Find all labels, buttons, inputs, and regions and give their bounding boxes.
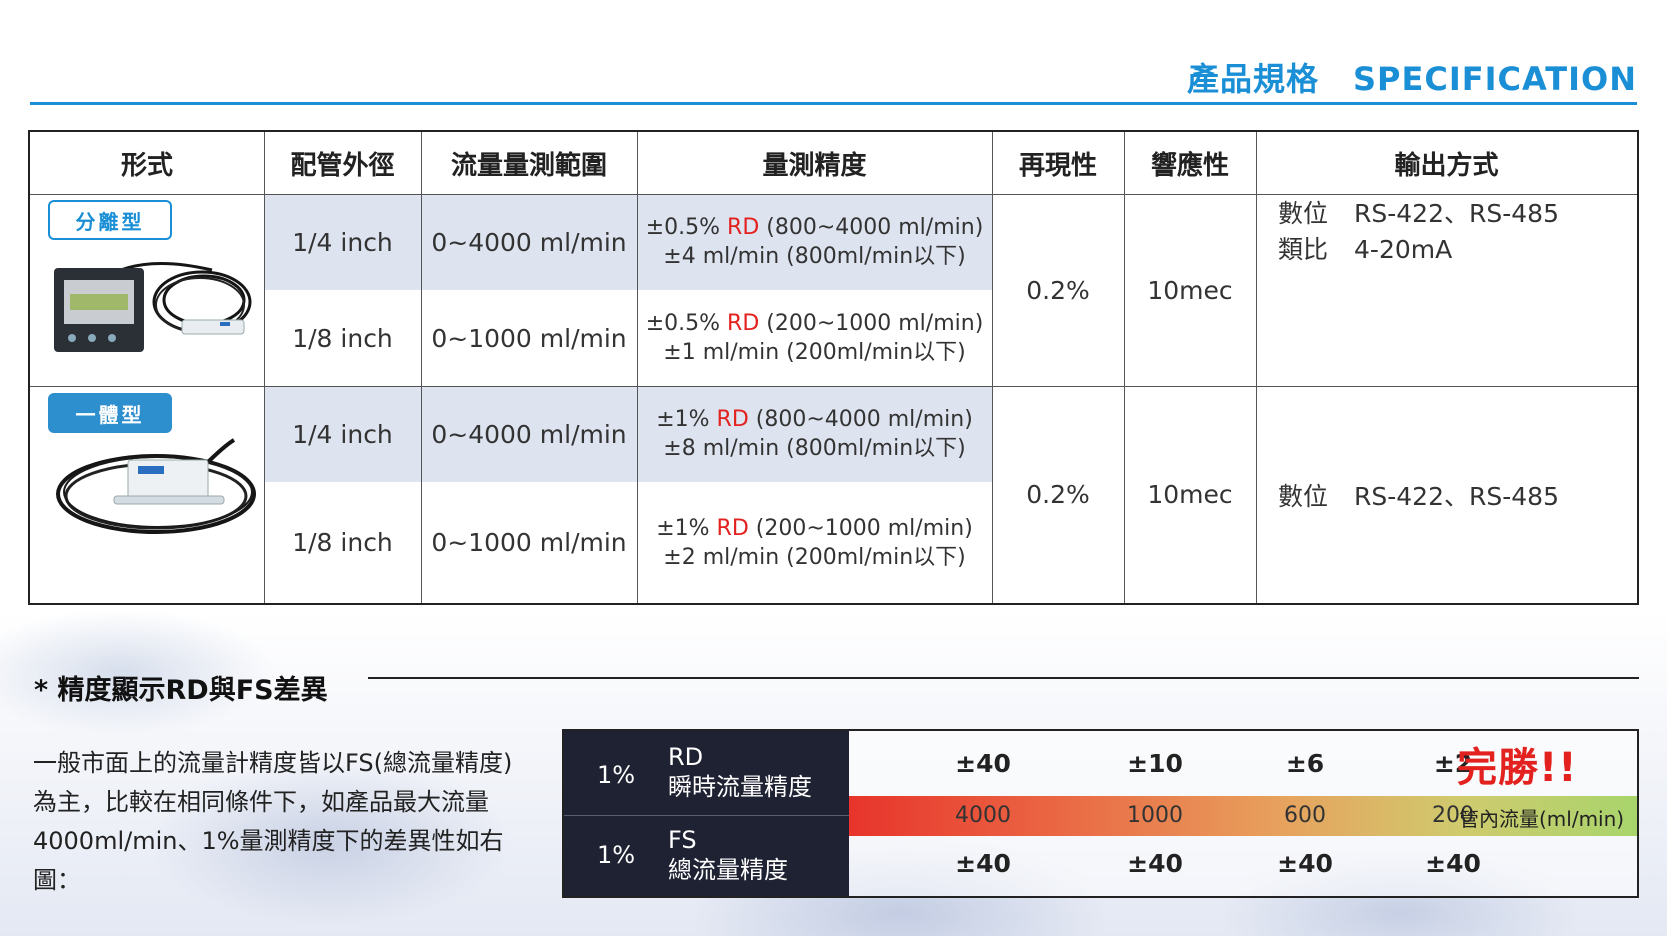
accuracy-cell-g2-r1: ±1% RD (800~4000 ml/min) ±8 ml/min (800m…: [637, 386, 992, 482]
shade-row-1: [264, 194, 992, 290]
flow-unit-label: 管內流量(ml/min): [1459, 807, 1625, 831]
accuracy-line-2: ±8 ml/min (800ml/min以下): [663, 436, 966, 461]
fs-label-block: FS 總流量精度: [668, 825, 788, 885]
col-header-range: 流量量測範圍: [450, 150, 607, 181]
accuracy-line-2: ±2 ml/min (200ml/min以下): [663, 544, 966, 570]
grid-line: [637, 132, 638, 603]
output-value: RS-422、RS-485: [1354, 199, 1559, 228]
page-header-title: 產品規格 SPECIFICATION: [1187, 54, 1637, 100]
range-cell-g1-r1: 0~4000 ml/min: [431, 227, 627, 257]
output-kind: 數位: [1278, 199, 1329, 228]
difference-divider: [368, 677, 1639, 679]
fs-value-2: ±40: [1127, 849, 1183, 878]
winner-label: 完勝!!: [1457, 745, 1578, 791]
pipe-cell-g2-r1: 1/4 inch: [292, 419, 393, 449]
response-cell-g2: 10mec: [1147, 480, 1233, 509]
accuracy-value: ±0.5%: [645, 215, 728, 240]
product-image-integrated: [56, 438, 256, 534]
range-cell-g2-r1: 0~4000 ml/min: [431, 419, 627, 449]
accuracy-value: ±0.5%: [645, 311, 728, 336]
grid-line: [30, 194, 1637, 195]
spec-table: 形式 配管外徑 流量量測範圍 量測精度 再現性 響應性 輸出方式 分離型 1/4…: [28, 130, 1639, 605]
response-cell-g1: 10mec: [1147, 275, 1233, 305]
fs-description: 總流量精度: [668, 856, 788, 884]
rd-label: RD: [727, 311, 760, 336]
rd-label-block: RD 瞬時流量精度: [668, 742, 812, 802]
header-title-en: SPECIFICATION: [1353, 60, 1637, 98]
rd-value-3: ±6: [1285, 749, 1325, 778]
accuracy-range: (200~1000 ml/min): [759, 311, 984, 336]
accuracy-range: (800~4000 ml/min): [748, 407, 973, 432]
rd-value-4: ±2: [1433, 749, 1473, 778]
range-cell-g1-r2: 0~1000 ml/min: [431, 323, 627, 353]
output-cell-g1: 數位 RS-422、RS-485 類比 4-20mA: [1256, 194, 1637, 386]
rd-value-1: ±40: [955, 749, 1011, 778]
fs-value-1: ±40: [955, 849, 1011, 878]
fs-value-4: ±40: [1425, 849, 1481, 878]
flow-value-2: 1000: [1127, 803, 1183, 828]
repeatability-cell-g1: 0.2%: [1026, 275, 1090, 305]
type-badge-integrated: 一體型: [48, 393, 172, 433]
accuracy-range: (200~1000 ml/min): [748, 515, 973, 541]
range-cell-g2-r2: 0~1000 ml/min: [431, 528, 627, 557]
accuracy-value: ±1%: [656, 515, 717, 541]
output-kind: 類比: [1278, 235, 1329, 264]
flow-value-4: 200: [1432, 803, 1474, 828]
grid-line: [30, 386, 1637, 387]
col-header-output: 輸出方式: [1394, 150, 1499, 181]
grid-line: [421, 132, 422, 603]
flow-gradient-bar: [849, 796, 1637, 836]
grid-line: [992, 132, 993, 603]
fs-percent: 1%: [596, 841, 636, 869]
product-image-separated: [54, 262, 252, 352]
pipe-cell-g2-r2: 1/8 inch: [292, 528, 393, 557]
flow-value-1: 4000: [955, 803, 1011, 828]
header-title-zh: 產品規格: [1186, 60, 1319, 98]
accuracy-cell-g1-r2: ±0.5% RD (200~1000 ml/min) ±1 ml/min (20…: [637, 290, 992, 386]
rd-value-2: ±10: [1127, 749, 1183, 778]
pipe-cell-g1-r2: 1/8 inch: [292, 323, 393, 353]
rd-name: RD: [668, 743, 704, 771]
repeatability-cell-g2: 0.2%: [1026, 480, 1090, 509]
col-header-response: 響應性: [1150, 150, 1229, 181]
col-header-accuracy: 量測精度: [762, 150, 867, 181]
rd-percent: 1%: [596, 761, 636, 789]
grid-line: [264, 132, 265, 603]
accuracy-range: (800~4000 ml/min): [759, 215, 984, 240]
accuracy-line-2: ±4 ml/min (800ml/min以下): [663, 244, 966, 269]
col-header-pipe: 配管外徑: [290, 150, 395, 181]
output-kind: 數位: [1278, 481, 1329, 511]
grid-line: [1124, 132, 1125, 603]
accuracy-line-2: ±1 ml/min (200ml/min以下): [663, 340, 966, 365]
header-divider: [30, 102, 1637, 105]
output-value: 4-20mA: [1354, 235, 1453, 264]
accuracy-cell-g1-r1: ±0.5% RD (800~4000 ml/min) ±4 ml/min (80…: [637, 194, 992, 290]
type-badge-separated: 分離型: [48, 200, 172, 240]
output-cell-g2: 數位 RS-422、RS-485: [1256, 386, 1637, 603]
rd-fs-comparison-panel: 1% RD 瞬時流量精度 1% FS 總流量精度 ±40 ±10 ±6 ±2 完…: [562, 729, 1639, 898]
difference-title: * 精度顯示RD與FS差異: [34, 675, 328, 706]
grid-line: [1256, 132, 1257, 603]
rd-label: RD: [716, 407, 749, 432]
output-value: RS-422、RS-485: [1354, 481, 1559, 511]
comparison-label-panel: 1% RD 瞬時流量精度 1% FS 總流量精度: [564, 731, 849, 896]
rd-description: 瞬時流量精度: [668, 773, 812, 801]
rd-label: RD: [727, 215, 760, 240]
col-header-type: 形式: [120, 150, 173, 181]
fs-value-3: ±40: [1277, 849, 1333, 878]
comparison-divider: [564, 815, 849, 816]
accuracy-cell-g2-r2: ±1% RD (200~1000 ml/min) ±2 ml/min (200m…: [637, 482, 992, 603]
rd-label: RD: [716, 515, 749, 541]
flow-value-3: 600: [1284, 803, 1326, 828]
shade-row-3: [264, 386, 992, 482]
difference-description: 一般市面上的流量計精度皆以FS(總流量精度)為主，比較在相同條件下，如產品最大流…: [33, 749, 513, 894]
fs-name: FS: [668, 826, 697, 854]
pipe-cell-g1-r1: 1/4 inch: [292, 227, 393, 257]
accuracy-value: ±1%: [656, 407, 717, 432]
col-header-repeatability: 再現性: [1018, 150, 1097, 181]
